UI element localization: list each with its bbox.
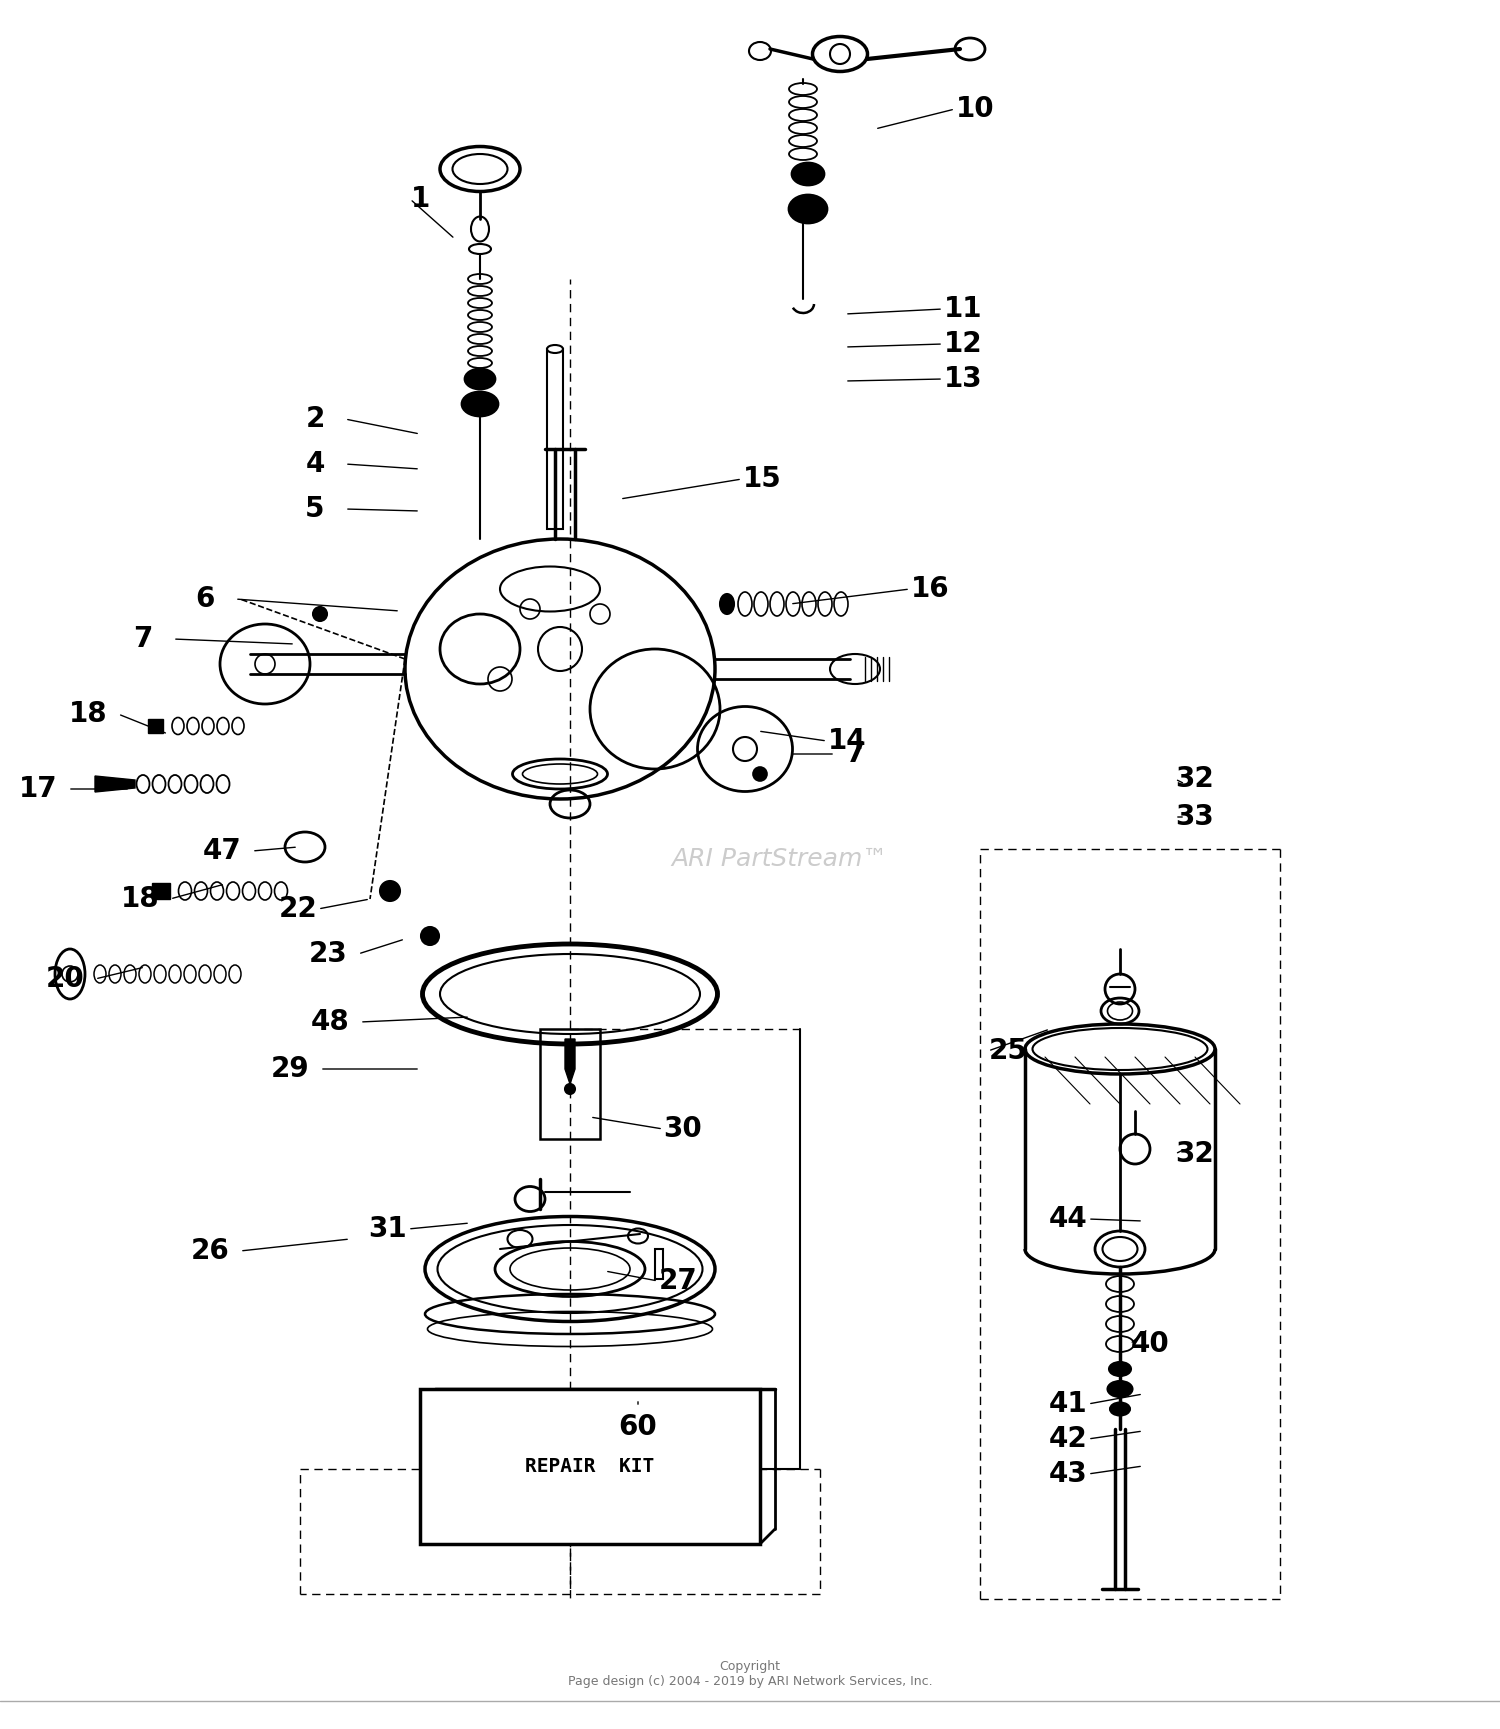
Text: 18: 18: [69, 700, 108, 728]
Polygon shape: [152, 884, 170, 899]
Ellipse shape: [792, 163, 824, 185]
Ellipse shape: [380, 882, 400, 901]
Text: 12: 12: [944, 330, 982, 358]
Text: 32: 32: [1176, 764, 1215, 794]
Text: Copyright
Page design (c) 2004 - 2019 by ARI Network Services, Inc.: Copyright Page design (c) 2004 - 2019 by…: [567, 1660, 933, 1688]
Ellipse shape: [548, 346, 562, 353]
Bar: [420, 1388, 760, 1544]
Ellipse shape: [1108, 1362, 1131, 1376]
Circle shape: [753, 768, 766, 782]
Bar: [548, 349, 562, 529]
Text: 5: 5: [306, 494, 324, 522]
Text: 29: 29: [270, 1055, 309, 1082]
Text: 18: 18: [120, 885, 159, 913]
Text: 2: 2: [306, 405, 324, 432]
Text: 22: 22: [279, 896, 318, 923]
Text: 1: 1: [411, 185, 429, 213]
Text: 17: 17: [18, 775, 57, 802]
Polygon shape: [566, 1039, 574, 1084]
Text: 13: 13: [944, 365, 982, 392]
Text: 41: 41: [1048, 1390, 1088, 1418]
Ellipse shape: [422, 927, 440, 946]
Text: 60: 60: [618, 1413, 657, 1440]
Text: 47: 47: [202, 837, 242, 864]
Bar: [656, 1248, 663, 1279]
Text: 7: 7: [846, 740, 864, 768]
Text: 32: 32: [1176, 1139, 1215, 1169]
Text: 42: 42: [1048, 1425, 1088, 1452]
Text: 4: 4: [306, 450, 324, 477]
Text: 16: 16: [910, 576, 950, 603]
Text: 48: 48: [310, 1008, 350, 1036]
Ellipse shape: [566, 1084, 574, 1094]
Ellipse shape: [1107, 1381, 1132, 1397]
Text: 26: 26: [190, 1236, 230, 1266]
Text: 43: 43: [1048, 1459, 1088, 1489]
Text: 20: 20: [45, 965, 84, 992]
Polygon shape: [94, 776, 135, 792]
Ellipse shape: [465, 368, 495, 389]
Text: 11: 11: [944, 296, 982, 323]
Ellipse shape: [789, 195, 826, 223]
Text: 44: 44: [1048, 1205, 1088, 1233]
Ellipse shape: [462, 392, 498, 417]
Text: 15: 15: [742, 465, 782, 493]
Text: 23: 23: [309, 941, 348, 968]
Circle shape: [314, 607, 327, 621]
Text: 40: 40: [1131, 1330, 1170, 1357]
Text: REPAIR  KIT: REPAIR KIT: [525, 1458, 654, 1477]
Text: 33: 33: [1176, 802, 1215, 832]
Polygon shape: [148, 719, 164, 733]
Bar: [540, 1029, 600, 1139]
Text: 10: 10: [956, 95, 994, 123]
Ellipse shape: [1110, 1402, 1130, 1416]
Text: 14: 14: [828, 726, 867, 756]
Text: 6: 6: [195, 584, 214, 614]
Ellipse shape: [720, 595, 734, 614]
Text: 31: 31: [369, 1215, 408, 1243]
Text: 30: 30: [663, 1115, 702, 1143]
Text: ARI PartStream™: ARI PartStream™: [672, 847, 888, 871]
Text: 27: 27: [658, 1267, 698, 1295]
Text: 7: 7: [134, 624, 153, 654]
Text: 25: 25: [988, 1037, 1028, 1065]
